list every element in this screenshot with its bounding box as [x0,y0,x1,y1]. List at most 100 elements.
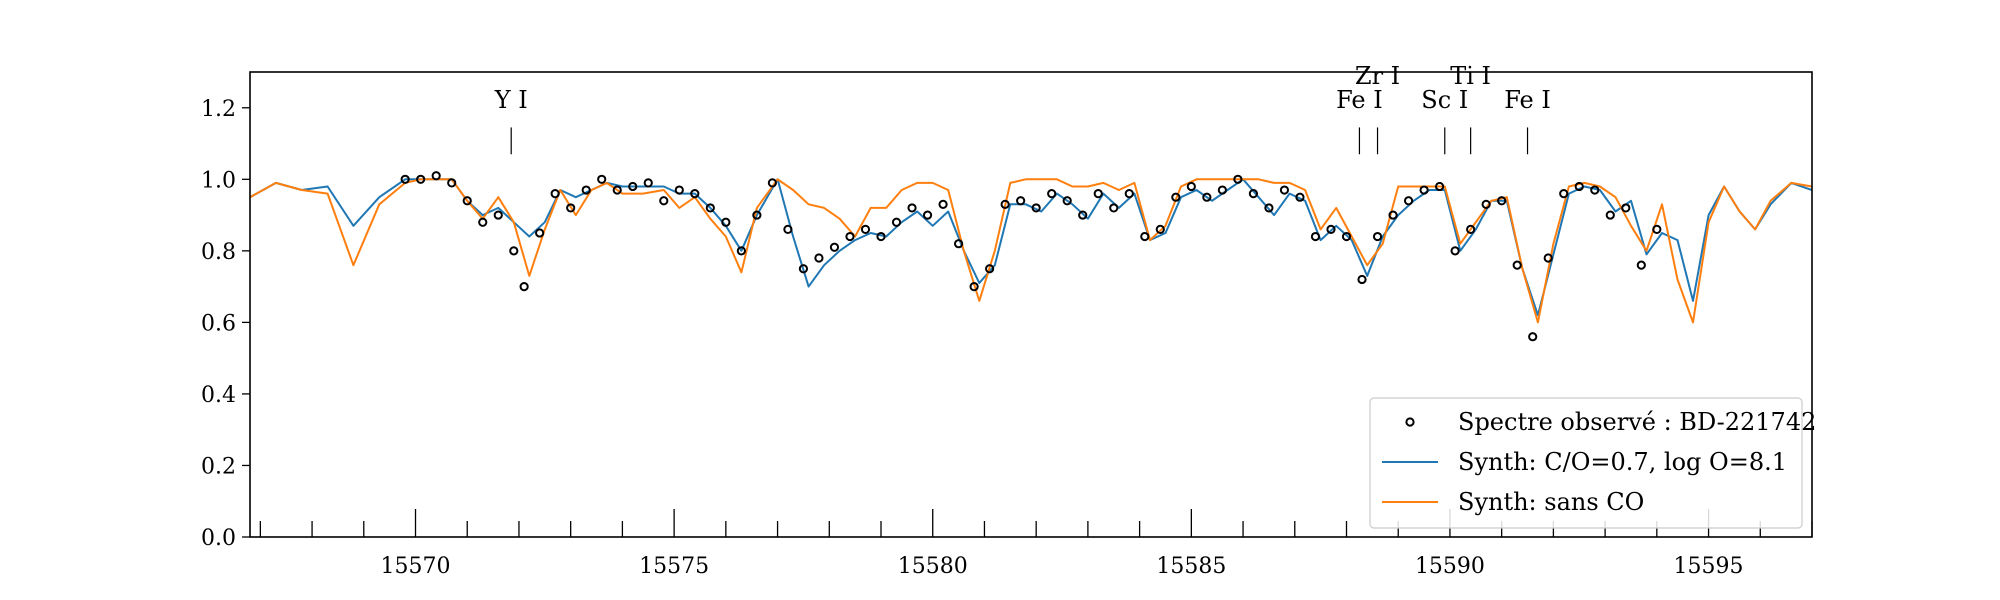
observed-point [1574,181,1584,192]
observed-point [597,174,607,184]
observed-point [798,264,809,274]
series-line-2 [250,178,1812,324]
observed-point [1186,181,1196,192]
y-tick-label: 0.6 [201,311,236,336]
observed-point [922,210,933,220]
line-id-label: Sc I [1421,86,1468,114]
observed-point [1124,189,1134,199]
observed-point [1202,192,1212,202]
observed-point [1295,192,1305,202]
observed-point [535,228,545,238]
observed-point [1000,199,1010,209]
line-identification-markers: Y I Fe IZr ISc ITi IFe I [494,62,1551,155]
observed-point [1047,189,1057,199]
line-id-label: Fe I [1336,86,1383,114]
line-id-label: Fe I [1504,86,1551,114]
legend-marker [1405,417,1415,427]
observed-point [1450,246,1460,256]
observed-point [566,203,576,213]
observed-point [1171,192,1181,202]
observed-point [1310,231,1321,242]
observed-point [1248,189,1259,199]
observed-point [705,203,715,213]
observed-point [1279,185,1290,195]
observed-point [581,185,591,195]
observed-point [659,196,669,206]
observed-point [1326,224,1336,234]
observed-point [1140,231,1150,242]
observed-point [1497,196,1507,206]
observed-point [493,210,503,220]
observed-point [1341,231,1352,242]
observed-point [1155,224,1165,234]
y-tick-label: 1.2 [201,97,236,122]
y-axis: 0.0 0.2 0.4 0.6 0.8 1.0 1.2 [201,97,250,551]
line-id-label: Ti I [1450,62,1491,90]
observed-point [752,210,762,220]
series-line-1 [250,178,1812,317]
observed-point [876,231,886,242]
observed-point [1031,203,1041,213]
observed-point [860,224,871,234]
x-tick-label: 15585 [1156,554,1226,579]
observed-point [400,174,410,184]
observed-point [1062,196,1072,206]
observed-point [1652,224,1662,234]
observed-point [628,181,638,192]
observed-point [1016,196,1026,206]
plot-area [250,171,1812,342]
observed-point [829,242,840,252]
observed-point [1388,210,1398,220]
observed-point [690,189,700,199]
observed-point [431,171,441,181]
y-tick-label: 0.0 [201,526,236,551]
observed-point [1419,185,1429,195]
observed-point [907,203,917,213]
line-id-label: Zr I [1355,62,1400,90]
observed-point [1217,185,1227,195]
observed-point [783,224,793,234]
x-tick-label: 15580 [898,554,968,579]
observed-point [1605,210,1615,220]
observed-point [845,231,855,242]
legend: Spectre observé : BD-221742 Synth: C/O=0.… [1369,397,1816,529]
x-tick-label: 15570 [381,554,451,579]
observed-point [550,189,560,199]
y-tick-label: 0.4 [201,383,236,408]
observed-point [1543,253,1553,263]
observed-point [1264,203,1274,213]
observed-point [416,174,426,184]
observed-point [969,282,979,292]
observed-point [1528,332,1538,342]
plot-frame [249,71,1813,538]
observed-point [447,178,457,188]
observed-point [1357,274,1367,285]
observed-point [478,217,488,227]
observed-point [509,246,519,256]
observed-point [1372,231,1383,242]
x-tick-label: 15575 [639,554,709,579]
observed-point [1621,203,1631,213]
observed-point [1466,224,1476,234]
observed-point [1403,196,1414,206]
observed-point [721,217,731,227]
x-tick-label: 15595 [1674,554,1744,579]
observed-point [643,178,653,188]
observed-point [1109,203,1119,213]
observed-point [1078,210,1088,220]
legend-label: Synth: sans CO [1458,488,1644,516]
observed-point [519,282,529,292]
observed-point [767,178,777,188]
observed-point [1590,185,1600,195]
observed-point [462,196,472,206]
observed-point [1093,189,1103,199]
observed-point [1481,199,1491,209]
observed-point [1233,174,1243,184]
x-tick-label: 15590 [1415,554,1485,579]
observed-point [1636,260,1646,270]
observed-point [674,185,684,195]
observed-point [612,185,622,195]
legend-label: Spectre observé : BD-221742 [1458,408,1816,436]
y-tick-label: 0.2 [201,454,236,479]
